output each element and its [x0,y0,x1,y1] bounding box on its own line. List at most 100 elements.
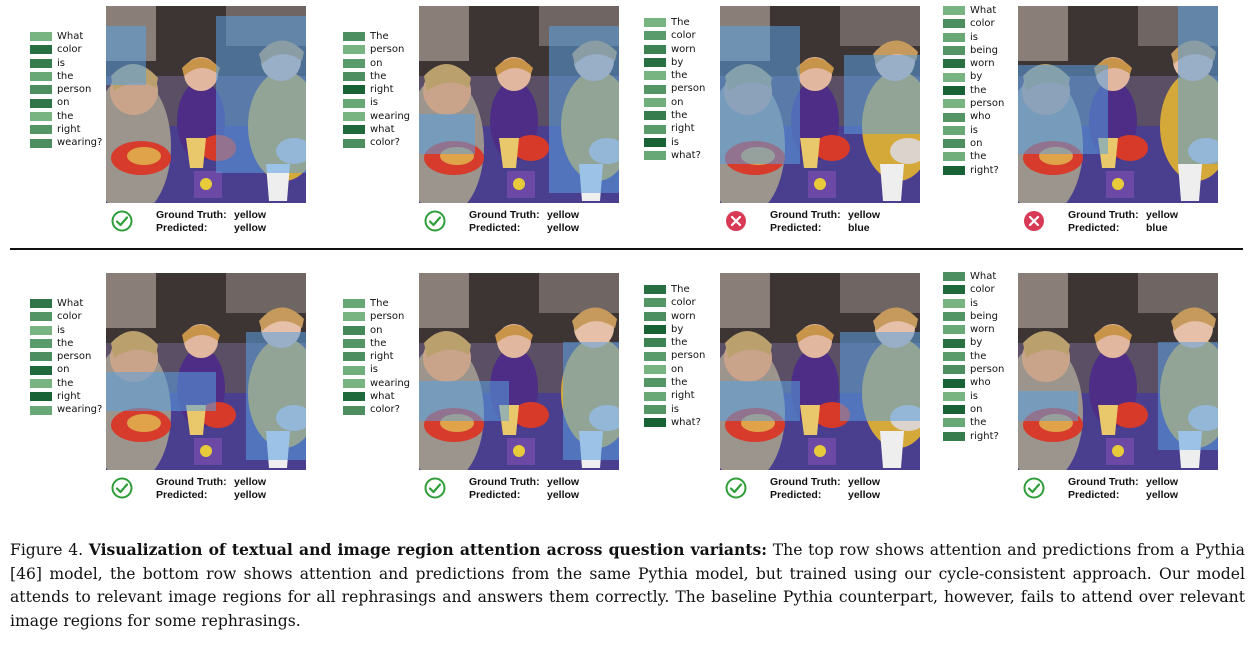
attention-region [720,381,800,421]
ground-truth-value: yellow [1146,476,1179,488]
attention-swatch [343,32,365,42]
cross-icon [1023,210,1045,232]
question-attention-list: What color is being worn by the person who is on th… [943,4,1004,177]
word-text: color [57,44,82,56]
question-attention-list: The color worn by the person on the right is what? [644,16,705,162]
word-text: wearing [370,110,411,122]
ground-truth-label: Ground Truth: [1068,476,1139,488]
attention-swatch [343,299,365,309]
ground-truth-line: Ground Truth: yellow [156,209,266,222]
question-word: right [644,389,705,402]
question-word: What [30,297,102,310]
question-word: right [343,83,410,96]
question-word: color? [343,403,410,416]
question-word: worn [644,43,705,56]
attention-swatch [943,152,965,162]
word-text: worn [970,58,995,70]
ground-truth-value: yellow [848,476,881,488]
question-word: who [943,376,1004,389]
attention-swatch [30,378,52,388]
scene-photo-art [1018,273,1218,470]
caption-prefix: Figure 4. [10,541,84,559]
attention-swatch [943,125,965,135]
ground-truth-line: Ground Truth: yellow [469,476,579,489]
ground-truth-line: Ground Truth: yellow [770,209,880,222]
word-text: What [970,271,997,282]
word-text: What [57,298,84,309]
question-word: the [943,84,1004,97]
question-word: the [30,377,102,390]
attention-swatch [343,72,365,82]
scene-photo [1018,6,1218,203]
word-text: on [970,403,983,415]
question-attention-list: The person on the right is wearing what color? [343,297,410,417]
question-word: worn [943,323,1004,336]
question-word: is [943,124,1004,137]
answer-block: Ground Truth: yellow Predicted: blue [1068,209,1178,235]
question-word: being [943,310,1004,323]
question-word: the [30,70,102,83]
attention-swatch [943,112,965,122]
scene-photo [419,6,619,203]
word-text: right [370,84,394,96]
predicted-label: Predicted: [1068,222,1120,234]
attention-swatch [343,85,365,95]
predicted-label: Predicted: [770,222,822,234]
answer-block: Ground Truth: yellow Predicted: yellow [156,476,266,502]
question-word: wearing? [30,136,102,149]
word-text: right [57,124,81,136]
attention-swatch [644,97,666,107]
attention-swatch [644,364,666,374]
word-text: is [671,403,679,415]
question-word: the [644,376,705,389]
ground-truth-value: yellow [547,209,580,221]
attention-swatch [343,58,365,68]
ground-truth-label: Ground Truth: [469,209,540,221]
question-word: wearing [343,110,410,123]
attention-swatch [644,285,666,295]
predicted-line: Predicted: yellow [770,489,880,502]
attention-swatch [943,99,965,109]
question-word: the [644,336,705,349]
check-icon [111,210,133,232]
check-icon [424,210,446,232]
word-text: color? [370,137,400,149]
attention-swatch [644,31,666,41]
predicted-value: blue [1146,222,1168,234]
attention-swatch [343,365,365,375]
predicted-value: yellow [1146,489,1179,501]
attention-swatch [343,138,365,148]
attention-region [563,341,619,461]
attention-swatch [943,285,965,295]
word-text: right [671,123,695,135]
word-text: is [970,297,978,309]
question-word: is [943,297,1004,310]
question-word: person [644,82,705,95]
attention-swatch [644,378,666,388]
question-word: is [30,324,102,337]
question-word: by [943,336,1004,349]
attention-swatch [30,98,52,108]
word-text: person [370,311,405,323]
predicted-value: blue [848,222,870,234]
figure-caption: Figure 4. Visualization of textual and i… [10,538,1245,633]
word-text: right [370,351,394,363]
question-word: on [644,363,705,376]
word-text: person [57,84,92,96]
word-text: The [671,284,690,295]
question-word: color? [343,136,410,149]
question-word: what? [644,416,705,429]
word-text: person [370,44,405,56]
question-attention-list: The person on the right is wearing what color? [343,30,410,150]
question-word: right [644,122,705,135]
question-word: color [943,283,1004,296]
question-word: worn [943,57,1004,70]
attention-swatch [30,339,52,349]
ground-truth-line: Ground Truth: yellow [770,476,880,489]
word-text: The [671,17,690,28]
word-text: on [370,324,383,336]
attention-swatch [30,352,52,362]
question-word: person [343,310,410,323]
word-text: the [671,337,688,349]
attention-swatch [343,98,365,108]
